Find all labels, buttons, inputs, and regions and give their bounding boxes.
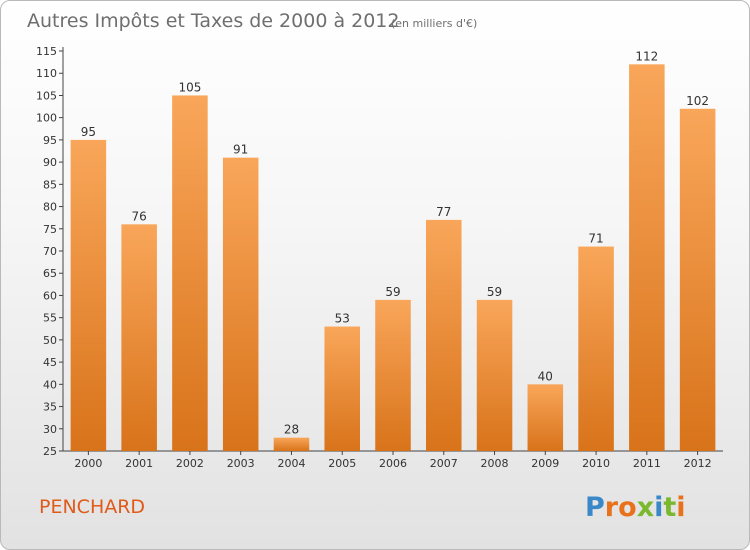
chart-subtitle: (en milliers d'€) — [391, 17, 477, 30]
x-tick-label: 2001 — [125, 457, 153, 470]
y-tick-label: 25 — [43, 445, 57, 458]
data-label: 76 — [132, 209, 147, 223]
data-label: 91 — [233, 143, 248, 157]
logo-letter: o — [618, 492, 637, 523]
bar — [527, 384, 564, 451]
axes: 25 30 35 40 45 50 55 60 65 70 75 80 85 90 95 100 105 110 1… — [36, 45, 723, 470]
x-tick-label: 2010 — [582, 457, 610, 470]
bar — [426, 219, 462, 451]
y-tick-label: 65 — [43, 267, 57, 280]
y-tick-label: 50 — [43, 334, 57, 347]
x-tick-label: 2003 — [227, 457, 255, 470]
data-label: 105 — [178, 80, 201, 94]
data-label: 59 — [487, 285, 502, 299]
x-tick-label: 2011 — [633, 457, 661, 470]
logo-letter: x — [637, 492, 654, 523]
y-tick-label: 55 — [43, 312, 57, 325]
x-tick-label: 2006 — [379, 457, 407, 470]
x-tick-label: 2005 — [328, 457, 356, 470]
y-tick-label: 110 — [36, 67, 57, 80]
y-tick-label: 95 — [43, 134, 57, 147]
bar — [629, 64, 665, 452]
bar — [172, 95, 208, 451]
y-tick-label: 75 — [43, 223, 57, 236]
y-tick-label: 30 — [43, 423, 57, 436]
bar — [121, 224, 157, 451]
x-tick-label: 2002 — [176, 457, 204, 470]
data-label: 77 — [436, 205, 451, 219]
bar — [578, 246, 614, 451]
data-label: 71 — [588, 232, 603, 246]
y-tick-label: 100 — [36, 112, 57, 125]
x-tick-label: 2009 — [531, 457, 559, 470]
bar — [222, 157, 259, 451]
y-tick-label: 35 — [43, 401, 57, 414]
x-tick-label: 2008 — [481, 457, 509, 470]
logo-letter: i — [676, 492, 685, 523]
x-tick-label: 2012 — [684, 457, 712, 470]
y-tick-label: 45 — [43, 356, 57, 369]
x-tick-label: 2004 — [277, 457, 305, 470]
y-tick-label: 85 — [43, 178, 57, 191]
x-tick-label: 2000 — [74, 457, 102, 470]
data-label: 102 — [686, 94, 709, 108]
data-label: 53 — [335, 312, 350, 326]
bar — [375, 299, 411, 451]
data-label: 59 — [385, 285, 400, 299]
y-tick-label: 90 — [43, 156, 57, 169]
y-tick-label: 80 — [43, 201, 57, 214]
bars: 95 76 105 91 28 53 59 77 59 40 71 112 102 — [70, 49, 716, 452]
y-tick-label: 70 — [43, 245, 57, 258]
bar — [70, 139, 107, 451]
y-tick-label: 60 — [43, 289, 57, 302]
y-tick-label: 115 — [36, 45, 57, 58]
proxiti-logo: Proxiti — [585, 492, 686, 523]
logo-letter: i — [654, 492, 663, 523]
logo-letter: r — [605, 492, 619, 523]
commune-name: PENCHARD — [39, 496, 145, 518]
data-label: 28 — [284, 423, 299, 437]
x-tick-label: 2007 — [430, 457, 458, 470]
data-label: 95 — [81, 125, 96, 139]
chart-title: Autres Impôts et Taxes de 2000 à 2012 — [27, 10, 400, 32]
data-label: 40 — [538, 369, 553, 383]
bar — [273, 437, 310, 451]
y-tick-label: 105 — [36, 89, 57, 102]
logo-letter: P — [585, 492, 605, 523]
bar — [476, 299, 513, 451]
y-tick-label: 40 — [43, 378, 57, 391]
data-label: 112 — [635, 49, 658, 63]
bar — [679, 108, 716, 452]
bar — [324, 326, 360, 451]
logo-letter: t — [663, 492, 676, 523]
